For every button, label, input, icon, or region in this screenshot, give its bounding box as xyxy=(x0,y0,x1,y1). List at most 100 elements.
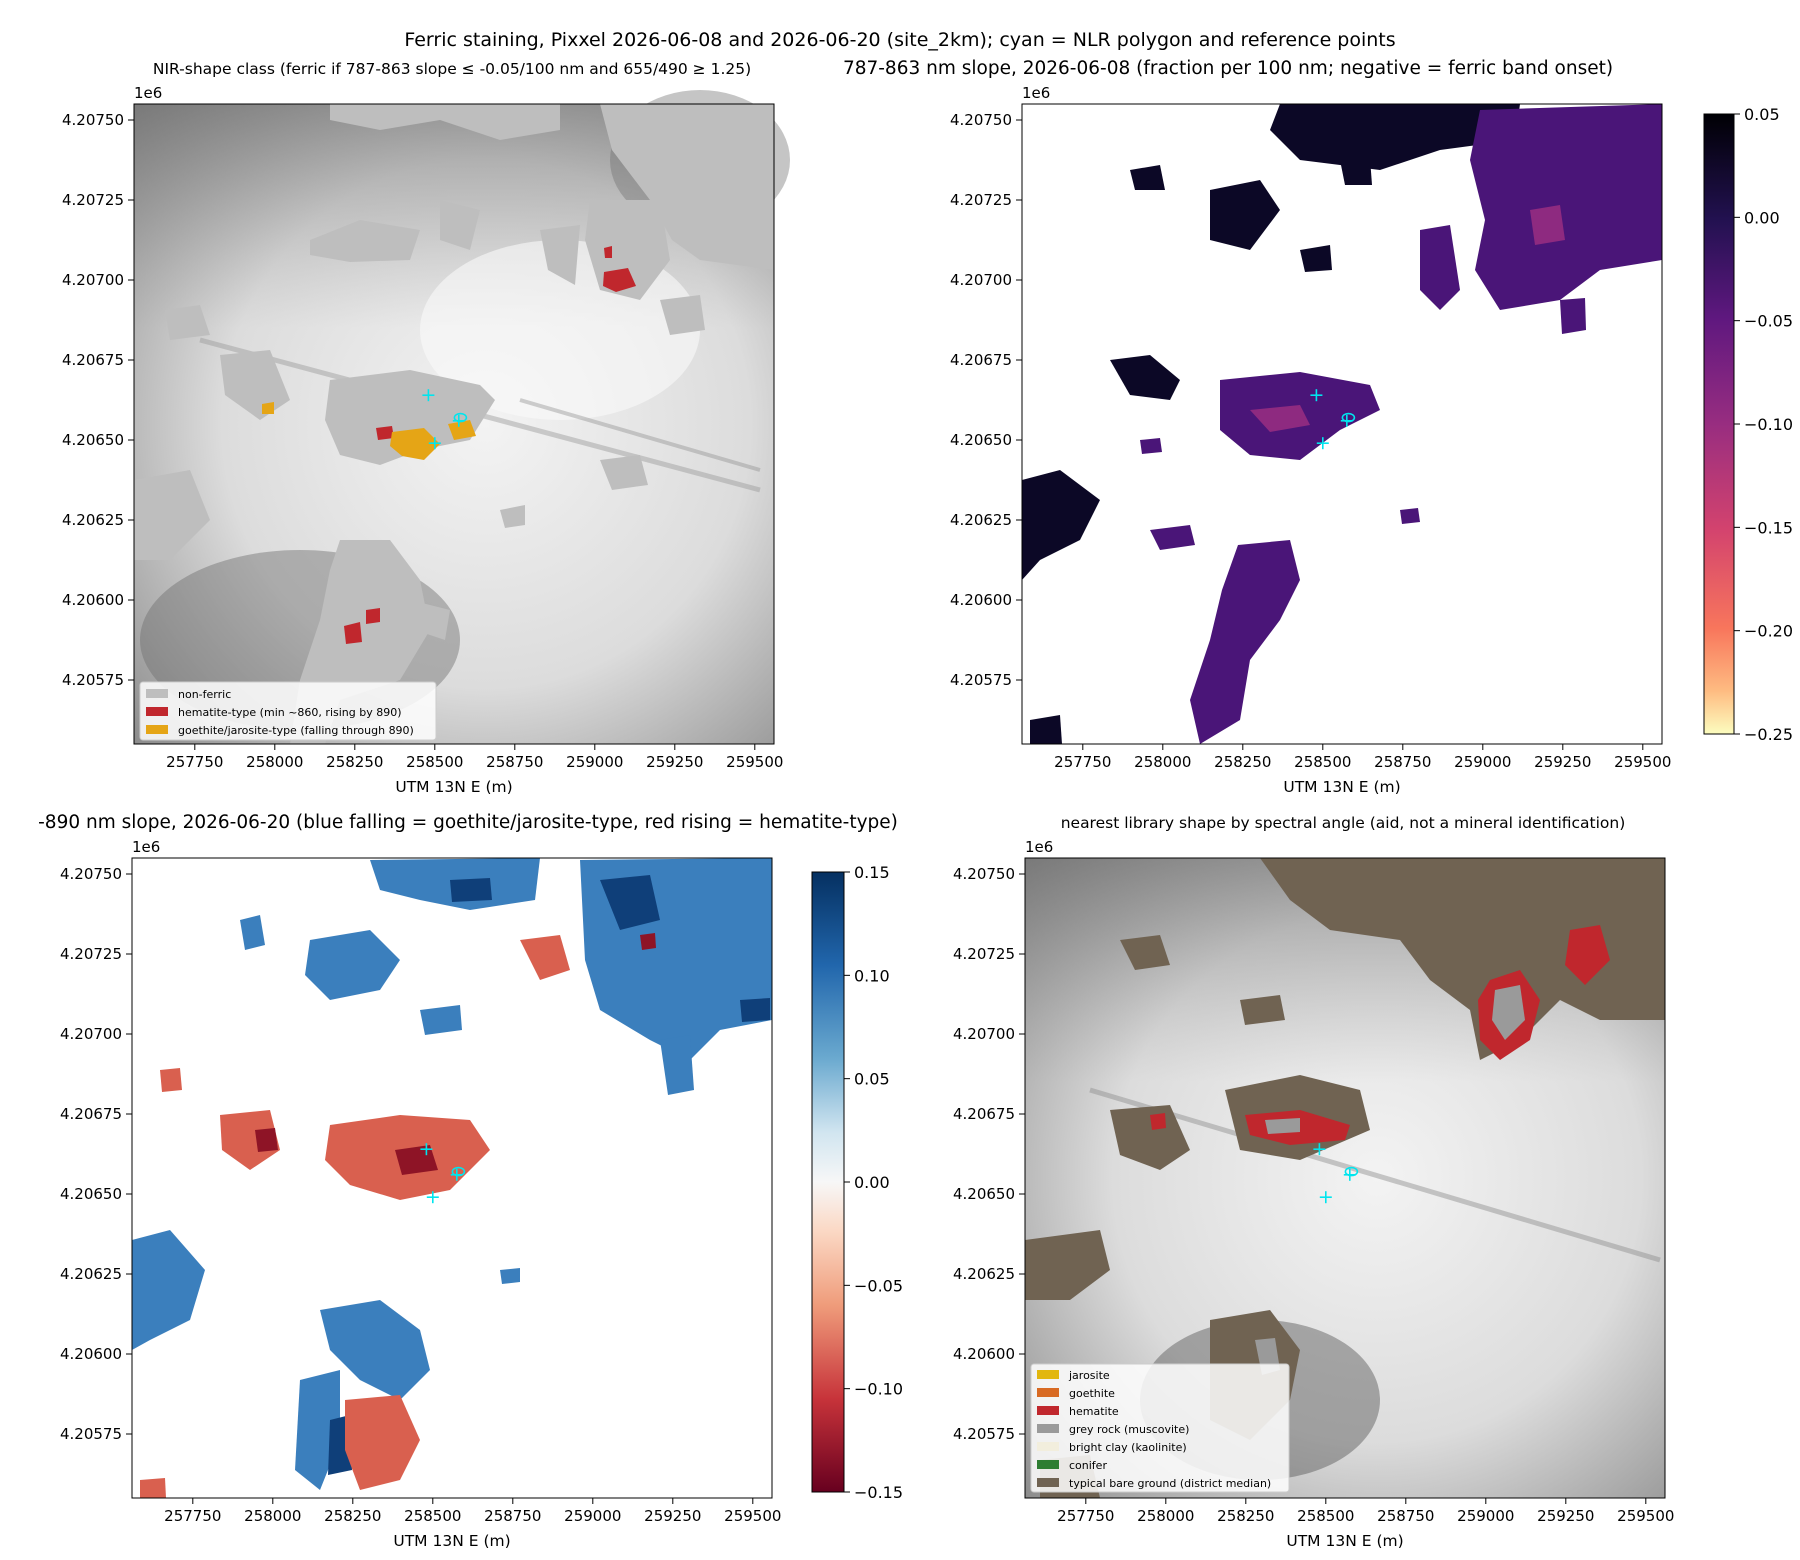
x-axis: 257750 258000 258250 258500 258750 259000 2592… xyxy=(1057,1498,1674,1525)
slope-patches-darkblue xyxy=(328,875,770,1475)
x-tick-label: 258250 xyxy=(326,753,383,771)
y-tick-label: 4.20725 xyxy=(953,945,1015,963)
colorbar-tick-label: −0.20 xyxy=(1744,622,1793,641)
reference-point xyxy=(420,1143,433,1156)
x-axis-label: UTM 13N E (m) xyxy=(395,778,512,796)
panel-nir-shape-class: NIR-shape class (ferric if 787-863 slope… xyxy=(62,60,790,796)
colorbar: 0.05 0.00 −0.05 −0.10 −0.15 −0.20 −0.25 xyxy=(1703,105,1793,744)
panel-title: nearest library shape by spectral angle … xyxy=(1061,814,1626,832)
y-tick-label: 4.20750 xyxy=(953,865,1015,883)
colorbar-gradient xyxy=(811,871,845,1493)
x-tick-label: 258750 xyxy=(1374,753,1431,771)
x-axis-label: UTM 13N E (m) xyxy=(1283,778,1400,796)
x-tick-label: 259000 xyxy=(566,753,623,771)
colorbar-tick-label: 0.00 xyxy=(1744,208,1780,227)
plot-area xyxy=(133,90,790,745)
x-axis: 257750 258000 258250 258500 258750 259000 2592… xyxy=(166,744,783,771)
hematite-patches xyxy=(344,246,636,644)
y-tick-label: 4.20675 xyxy=(62,351,124,369)
legend: non-ferric hematite-type (min ~860, risi… xyxy=(139,681,437,741)
y-offset-label: 1e6 xyxy=(134,84,162,102)
x-axis: 257750 258000 258250 258500 258750 259000 2592… xyxy=(164,1498,781,1525)
nlr-polygon xyxy=(1344,1166,1359,1177)
legend-swatch-hematite xyxy=(146,707,168,716)
legend-label-grey-rock: grey rock (muscovite) xyxy=(1069,1423,1189,1436)
legend-swatch-grey-rock xyxy=(1037,1424,1059,1433)
y-tick-label: 4.20700 xyxy=(60,1025,122,1043)
x-axis-label: UTM 13N E (m) xyxy=(393,1532,510,1550)
legend-swatch-nonferric xyxy=(146,689,168,698)
panel-slope-787-863: 787-863 nm slope, 2026-06-08 (fraction p… xyxy=(843,58,1793,796)
legend-label-goethite-jarosite: goethite/jarosite-type (falling through … xyxy=(178,724,414,737)
y-axis: 4.20575 4.20600 4.20625 4.20650 4.20675 4.207… xyxy=(62,111,134,689)
x-tick-label: 257750 xyxy=(166,753,223,771)
colorbar: 0.15 0.10 0.05 0.00 −0.05 −0.10 −0.15 xyxy=(811,863,903,1502)
x-tick-label: 257750 xyxy=(164,1507,221,1525)
x-tick-label: 259500 xyxy=(1614,753,1671,771)
x-tick-label: 259250 xyxy=(646,753,703,771)
y-tick-label: 4.20600 xyxy=(60,1345,122,1363)
x-tick-label: 258000 xyxy=(246,753,303,771)
figure-suptitle: Ferric staining, Pixxel 2026-06-08 and 2… xyxy=(404,29,1395,51)
y-tick-label: 4.20700 xyxy=(950,271,1012,289)
reference-point xyxy=(426,1191,439,1204)
x-tick-label: 258250 xyxy=(1214,753,1271,771)
reference-points xyxy=(1310,389,1356,450)
x-tick-label: 259000 xyxy=(1454,753,1511,771)
y-tick-label: 4.20750 xyxy=(62,111,124,129)
plot-area xyxy=(131,857,773,1499)
panel-title: -890 nm slope, 2026-06-20 (blue falling … xyxy=(38,812,898,833)
y-tick-label: 4.20575 xyxy=(62,671,124,689)
y-axis: 4.20575 4.20600 4.20625 4.20650 4.20675 4.207… xyxy=(60,865,132,1443)
reference-point xyxy=(1319,1191,1332,1204)
y-tick-label: 4.20725 xyxy=(62,191,124,209)
x-tick-label: 259000 xyxy=(1457,1507,1514,1525)
x-tick-label: 258500 xyxy=(404,1507,461,1525)
legend-swatch-bare-ground xyxy=(1037,1478,1059,1487)
reference-points xyxy=(422,389,468,450)
y-tick-label: 4.20600 xyxy=(950,591,1012,609)
panel-slope-863-890: -890 nm slope, 2026-06-20 (blue falling … xyxy=(38,812,903,1550)
x-tick-label: 258250 xyxy=(324,1507,381,1525)
colorbar-gradient xyxy=(1703,113,1735,735)
colorbar-tick-label: 0.00 xyxy=(854,1173,890,1192)
y-tick-label: 4.20675 xyxy=(950,351,1012,369)
x-tick-label: 257750 xyxy=(1054,753,1111,771)
legend-swatch-jarosite xyxy=(1037,1370,1059,1379)
x-tick-label: 258000 xyxy=(1134,753,1191,771)
goethite-patches xyxy=(262,402,476,460)
x-tick-label: 259500 xyxy=(726,753,783,771)
colorbar-tick-label: 0.05 xyxy=(854,1070,890,1089)
y-tick-label: 4.20575 xyxy=(953,1425,1015,1443)
y-tick-label: 4.20750 xyxy=(950,111,1012,129)
x-tick-label: 257750 xyxy=(1057,1507,1114,1525)
legend-swatch-hematite xyxy=(1037,1406,1059,1415)
y-tick-label: 4.20675 xyxy=(953,1105,1015,1123)
slope-patches-darkred xyxy=(255,933,656,1175)
y-tick-label: 4.20600 xyxy=(62,591,124,609)
legend-label-nonferric: non-ferric xyxy=(178,688,231,701)
nlr-polygon xyxy=(451,1166,466,1177)
y-tick-label: 4.20650 xyxy=(62,431,124,449)
y-tick-label: 4.20650 xyxy=(953,1185,1015,1203)
legend-swatch-bright-clay xyxy=(1037,1442,1059,1451)
nlr-polygon xyxy=(453,412,468,423)
panel-title: NIR-shape class (ferric if 787-863 slope… xyxy=(153,60,751,78)
legend-label-goethite: goethite xyxy=(1069,1387,1115,1400)
legend-label-conifer: conifer xyxy=(1069,1459,1107,1472)
y-tick-label: 4.20625 xyxy=(953,1265,1015,1283)
y-offset-label: 1e6 xyxy=(1022,84,1050,102)
x-tick-label: 259000 xyxy=(564,1507,621,1525)
y-tick-label: 4.20675 xyxy=(60,1105,122,1123)
colorbar-tick-label: 0.10 xyxy=(854,966,890,985)
reference-point xyxy=(1316,437,1329,450)
y-tick-label: 4.20575 xyxy=(60,1425,122,1443)
panel-library-match: nearest library shape by spectral angle … xyxy=(953,814,1674,1550)
y-axis: 4.20575 4.20600 4.20625 4.20650 4.20675 4.207… xyxy=(950,111,1022,689)
y-tick-label: 4.20575 xyxy=(950,671,1012,689)
x-tick-label: 258500 xyxy=(406,753,463,771)
legend-label-bare-ground: typical bare ground (district median) xyxy=(1069,1477,1271,1490)
slope-patches-magenta xyxy=(1250,205,1565,432)
legend-label-hematite: hematite xyxy=(1069,1405,1119,1418)
nlr-polygon xyxy=(1341,412,1356,423)
